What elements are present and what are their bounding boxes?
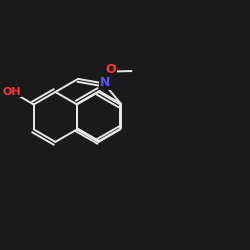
Text: O: O [106, 64, 117, 76]
Text: N: N [100, 76, 110, 89]
Text: OH: OH [2, 86, 21, 97]
